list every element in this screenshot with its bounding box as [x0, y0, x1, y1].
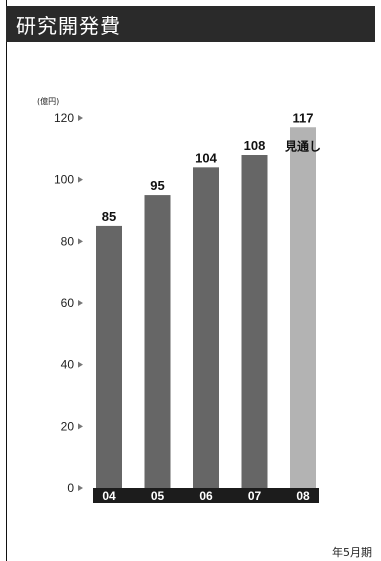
x-axis-band	[93, 488, 319, 503]
y-tick-label: 80	[61, 234, 75, 248]
bar	[290, 127, 316, 488]
y-tick-marker	[78, 485, 83, 491]
x-tick-label: 06	[199, 489, 213, 503]
x-tick-label: 07	[248, 489, 262, 503]
chart-title: 研究開発費	[16, 14, 121, 38]
y-tick-marker	[78, 423, 83, 430]
y-tick-marker	[78, 300, 83, 306]
y-tick-marker	[78, 238, 83, 245]
y-tick-label: 20	[61, 419, 75, 433]
y-tick-label: 40	[61, 358, 75, 372]
footer-note: 年5月期	[332, 545, 372, 559]
x-tick-label: 04	[102, 489, 116, 503]
forecast-note-label: 見通し	[284, 138, 321, 153]
bar-value-label: 104	[195, 150, 217, 165]
y-tick-label: 100	[54, 173, 74, 187]
y-tick-label: 0	[67, 481, 74, 495]
y-tick-label: 60	[61, 296, 75, 310]
bar	[193, 167, 219, 489]
x-tick-label: 05	[151, 489, 165, 503]
y-tick-marker	[78, 176, 83, 183]
x-tick-label: 08	[296, 489, 310, 503]
bar	[144, 195, 171, 489]
title-bar: 研究開発費	[6, 6, 375, 42]
bar	[96, 225, 122, 488]
frame-left-border	[6, 0, 7, 561]
bar-value-label: 117	[293, 110, 314, 125]
y-axis-unit-label: (億円)	[37, 96, 59, 106]
y-tick-marker	[78, 361, 83, 368]
bar-value-label: 85	[102, 209, 116, 224]
bar	[241, 155, 268, 488]
y-tick-marker	[78, 115, 83, 121]
bar-value-label: 108	[244, 138, 266, 153]
y-tick-label: 120	[54, 111, 74, 125]
bar-value-label: 95	[150, 178, 164, 193]
